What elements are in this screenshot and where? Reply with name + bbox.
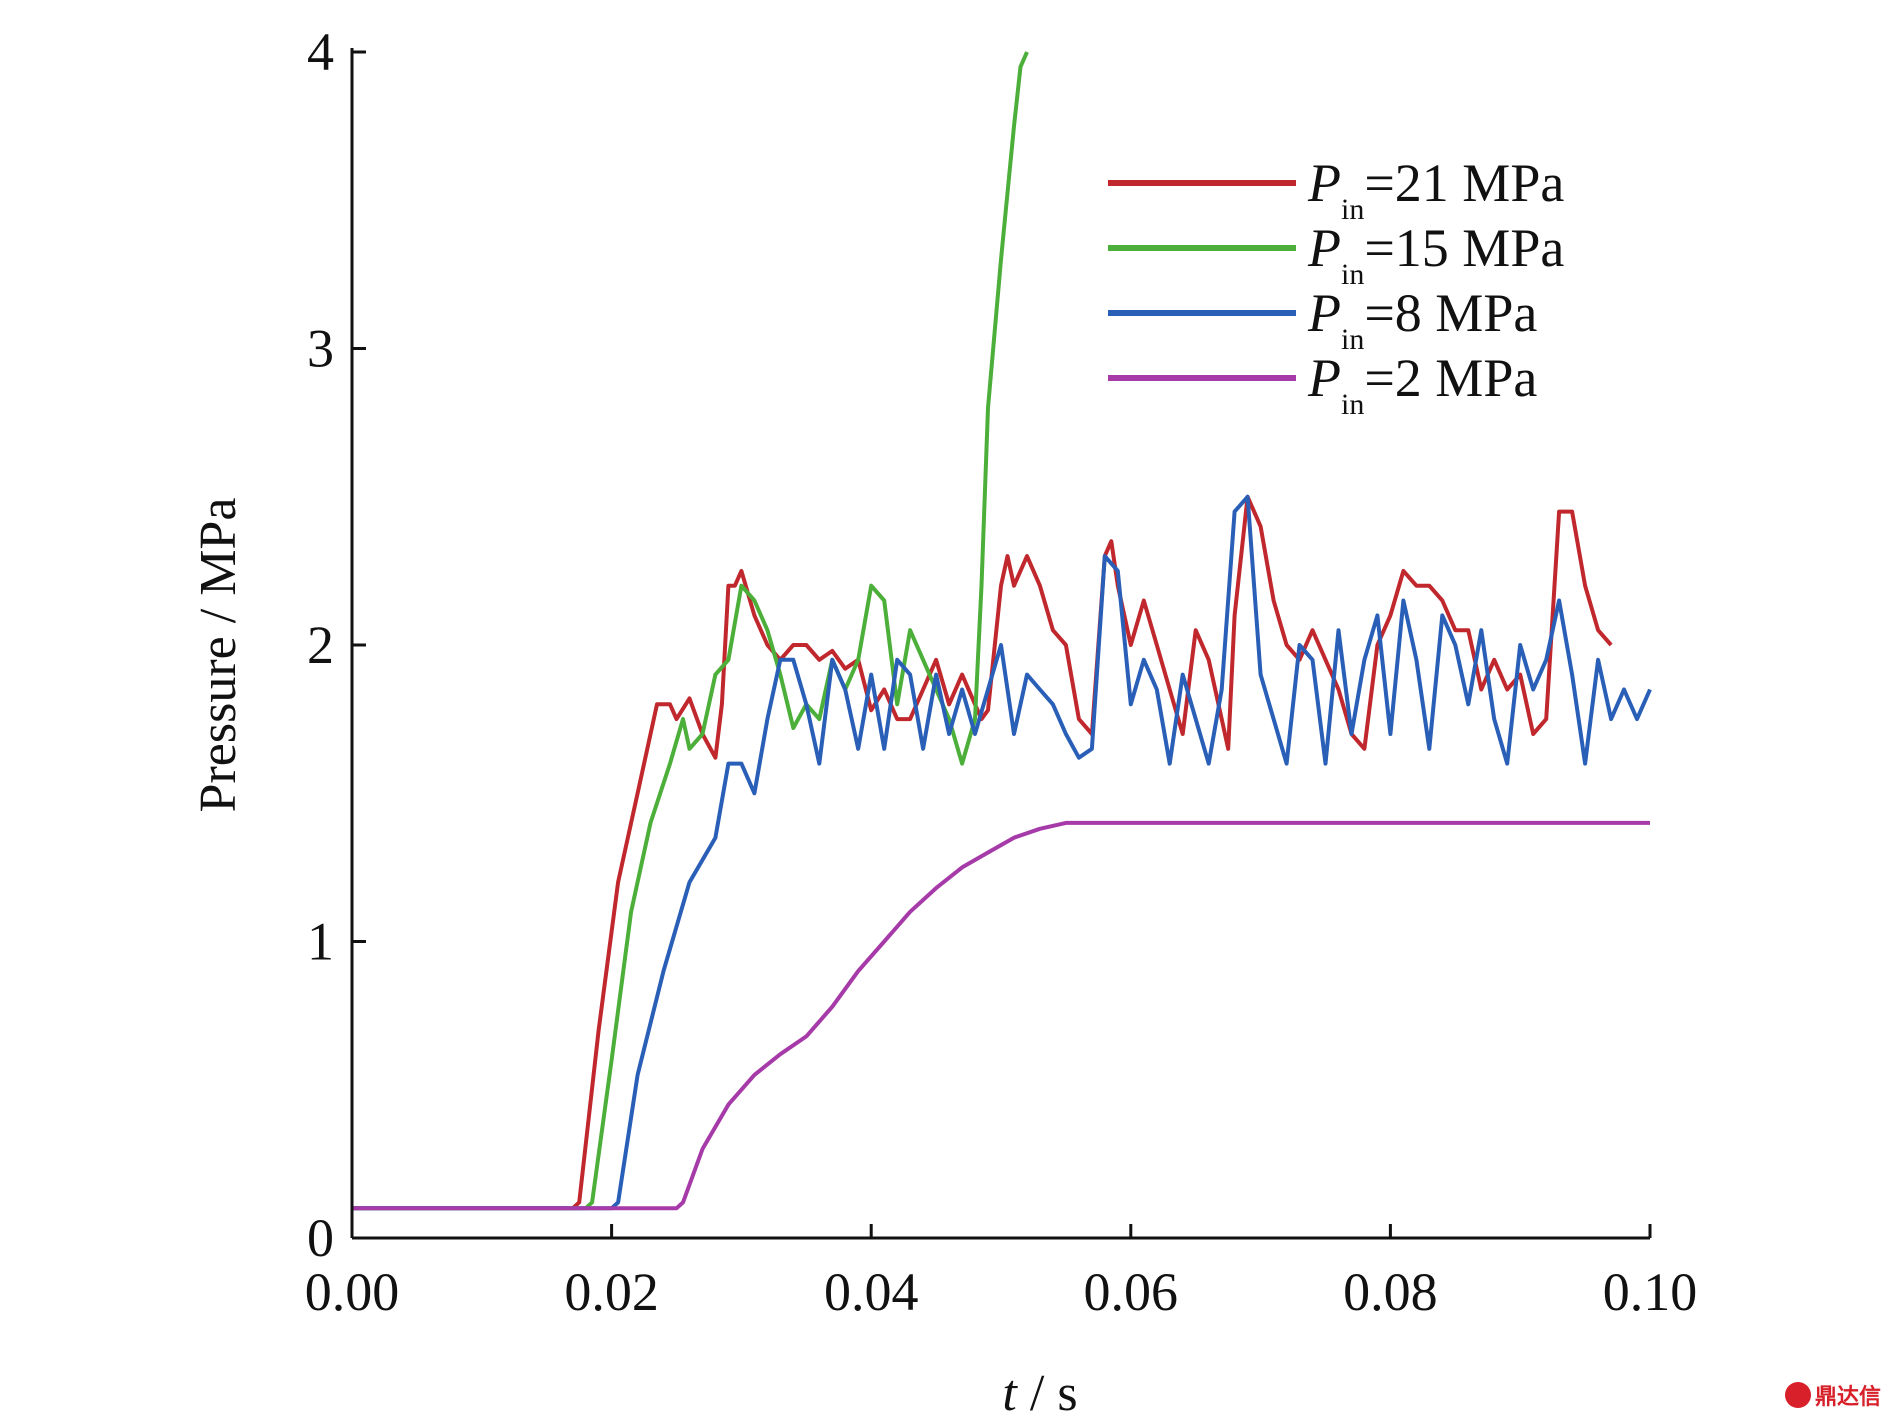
x-tick-label: 0.04 [824,1262,919,1322]
y-axis-title: Pressure / MPa [190,498,247,813]
legend-label-3: Pin=8 MPa [1307,283,1537,356]
y-tick-label: 1 [307,912,334,972]
x-axis-title-symbol: t [1002,1365,1018,1417]
x-tick-label: 0.08 [1343,1262,1438,1322]
y-tick-label: 0 [307,1208,334,1268]
watermark: 鼎达信 [1784,1379,1881,1411]
ticks: 0.00 0.02 0.04 0.06 0.08 0.10 0 1 2 3 4 [305,22,1698,1322]
legend-label-2: Pin=15 MPa [1307,218,1564,291]
x-axis-title-unit: / s [1017,1365,1078,1417]
y-tick-label: 3 [307,319,334,379]
x-tick-label: 0.00 [305,1262,400,1322]
x-tick-label: 0.06 [1084,1262,1179,1322]
legend-label-4: Pin=2 MPa [1307,348,1537,421]
y-tick-label: 4 [307,22,334,82]
x-tick-label: 0.02 [564,1262,659,1322]
plot-lines [352,51,1652,1211]
axes [350,48,1650,1240]
y-tick-label: 2 [307,615,334,675]
series-line-4 [352,820,1650,1211]
series-line-1 [352,494,1613,1211]
x-axis-title: t / s [1002,1365,1077,1417]
series-line-3 [352,494,1652,1211]
watermark-text: 鼎达信 [1814,1385,1881,1410]
x-tick-label: 0.10 [1603,1262,1698,1322]
series-line-2 [352,51,1029,1211]
legend-label-1: Pin=21 MPa [1307,153,1564,226]
watermark-seal-icon [1784,1382,1811,1408]
